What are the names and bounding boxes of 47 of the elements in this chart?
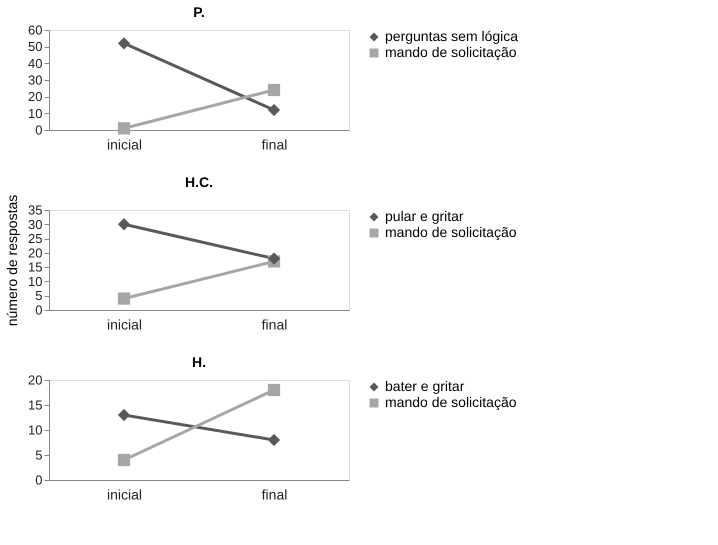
point: [118, 37, 130, 50]
y-tick-label: 10: [28, 422, 42, 438]
point: [268, 434, 280, 446]
y-tick-label: 35: [28, 202, 42, 218]
point: [118, 408, 130, 422]
chart-title: H.C.: [185, 174, 213, 190]
y-tick-label: 0: [35, 122, 42, 138]
y-tick-label: 20: [28, 89, 42, 104]
y-tick-label: 25: [28, 231, 42, 246]
x-tick-label: final: [262, 316, 288, 332]
y-tick-label: 15: [28, 260, 42, 275]
y-tick-label: 10: [28, 274, 42, 289]
x-tick-label: inicial: [106, 136, 142, 152]
legend-label: mando de solicitação: [385, 44, 517, 60]
legend-label: mando de solicitação: [385, 394, 517, 410]
legend-label: bater e gritar: [385, 378, 465, 394]
legend-label: pular e gritar: [385, 208, 464, 224]
y-tick-label: 50: [28, 39, 42, 54]
legend-label: mando de solicitação: [385, 224, 517, 240]
chart-title: P.: [193, 4, 205, 20]
point: [268, 384, 280, 396]
y-tick-label: 5: [35, 288, 42, 304]
y-tick-label: 0: [35, 472, 42, 488]
y-tick-label: 10: [28, 106, 42, 121]
point: [118, 292, 130, 305]
point: [268, 84, 280, 96]
y-tick-label: 40: [28, 56, 42, 71]
x-tick-label: final: [262, 486, 288, 502]
y-tick-label: 20: [28, 372, 42, 388]
point: [268, 252, 280, 265]
x-tick-label: final: [262, 136, 288, 152]
y-tick-label: 0: [35, 302, 42, 318]
x-tick-label: inicial: [106, 486, 142, 502]
x-tick-label: inicial: [106, 316, 142, 332]
y-tick-label: 30: [28, 72, 42, 88]
y-tick-label: 60: [28, 22, 42, 38]
y-tick-label: 20: [28, 245, 42, 260]
y-axis-title: número de respostas: [4, 194, 20, 326]
y-tick-label: 5: [35, 448, 42, 462]
point: [118, 454, 130, 466]
point: [118, 122, 130, 134]
y-tick-label: 30: [28, 216, 42, 232]
point: [268, 104, 280, 116]
legend-label: perguntas sem lógica: [385, 28, 518, 44]
chart-title: H.: [192, 354, 206, 370]
y-tick-label: 15: [28, 398, 42, 412]
point: [118, 218, 130, 230]
